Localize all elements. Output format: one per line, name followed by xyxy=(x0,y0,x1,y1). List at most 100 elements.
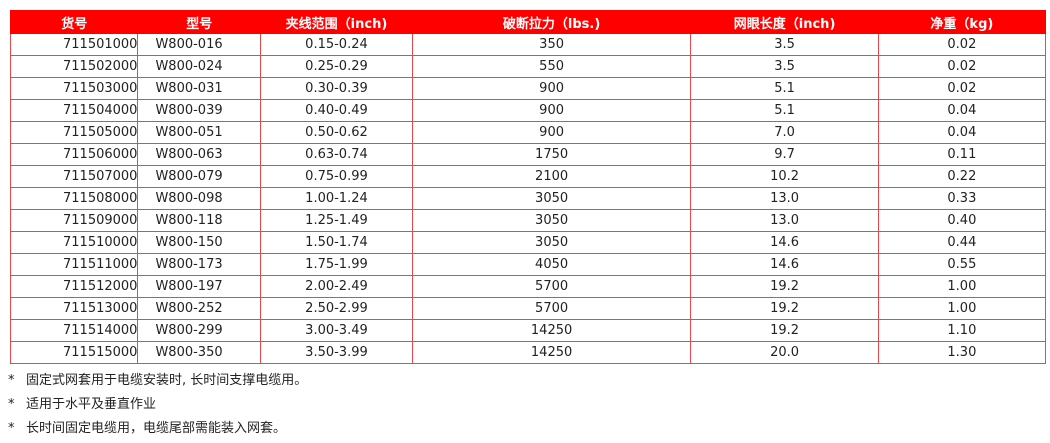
table-cell: W800-039 xyxy=(137,99,262,122)
table-cell: W800-079 xyxy=(137,165,262,188)
table-cell: 19.2 xyxy=(690,319,879,342)
table-cell: 0.55 xyxy=(877,253,1047,276)
table-cell: 3050 xyxy=(411,187,692,210)
table-cell: 3.00-3.49 xyxy=(260,319,413,342)
table-cell: 9.7 xyxy=(690,143,879,166)
table-cell: 0.04 xyxy=(877,121,1047,144)
table-cell: 0.44 xyxy=(877,231,1047,254)
header-cell: 网眼长度（inch) xyxy=(690,10,879,34)
table-row: 711514000 W800-299 3.00-3.49 14250 19.2 1.10 xyxy=(9,319,1047,342)
note-marker: * xyxy=(8,373,15,388)
table-cell: 0.40 xyxy=(877,209,1047,232)
table-cell: 2100 xyxy=(411,165,692,188)
table-row: 711506000 W800-063 0.63-0.74 1750 9.7 0.11 xyxy=(9,143,1047,166)
header-cell: 型号 xyxy=(137,10,262,34)
table-cell: 3050 xyxy=(411,231,692,254)
table-cell: W800-063 xyxy=(137,143,262,166)
table-cell: W800-031 xyxy=(137,77,262,100)
table-cell: 711511000 xyxy=(9,253,139,276)
table-row: 711508000 W800-098 1.00-1.24 3050 13.0 0.33 xyxy=(9,187,1047,210)
table-row: 711503000 W800-031 0.30-0.39 900 5.1 0.02 xyxy=(9,77,1047,100)
table-cell: 711512000 xyxy=(9,275,139,298)
table-cell: 1.00 xyxy=(877,275,1047,298)
table-cell: 0.25-0.29 xyxy=(260,55,413,78)
table-row: 711504000 W800-039 0.40-0.49 900 5.1 0.04 xyxy=(9,99,1047,122)
table-cell: W800-051 xyxy=(137,121,262,144)
table-cell: 550 xyxy=(411,55,692,78)
note-text: 适用于水平及垂直作业 xyxy=(26,397,157,412)
table-cell: 0.40-0.49 xyxy=(260,99,413,122)
table-cell: W800-024 xyxy=(137,55,262,78)
header-cell: 夹线范围（inch) xyxy=(260,10,413,34)
table-cell: 0.04 xyxy=(877,99,1047,122)
table-cell: W800-299 xyxy=(137,319,262,342)
table-cell: 711506000 xyxy=(9,143,139,166)
table-cell: 711503000 xyxy=(9,77,139,100)
table-cell: 1.25-1.49 xyxy=(260,209,413,232)
table-body: 711501000 W800-016 0.15-0.24 350 3.5 0.02 7115… xyxy=(9,33,1047,364)
table-cell: 0.11 xyxy=(877,143,1047,166)
table-cell: 0.63-0.74 xyxy=(260,143,413,166)
table-cell: 711515000 xyxy=(9,341,139,364)
spec-table: 货号 型号 夹线范围（inch) 破断拉力（lbs.) 网眼长度（inch) 净重（kg)… xyxy=(9,10,1047,364)
table-cell: 711514000 xyxy=(9,319,139,342)
table-row: 711511000 W800-173 1.75-1.99 4050 14.6 0.55 xyxy=(9,253,1047,276)
table-cell: W800-252 xyxy=(137,297,262,320)
note-text: 长时间固定电缆用，电缆尾部需能装入网套。 xyxy=(26,421,287,436)
table-cell: 711501000 xyxy=(9,33,139,56)
table-cell: 1.50-1.74 xyxy=(260,231,413,254)
table-cell: 0.30-0.39 xyxy=(260,77,413,100)
header-cell: 货号 xyxy=(9,10,139,34)
table-cell: 14250 xyxy=(411,319,692,342)
table-cell: W800-118 xyxy=(137,209,262,232)
table-row: 711512000 W800-197 2.00-2.49 5700 19.2 1.00 xyxy=(9,275,1047,298)
table-cell: 5.1 xyxy=(690,77,879,100)
note-marker: * xyxy=(8,421,15,436)
table-row: 711502000 W800-024 0.25-0.29 550 3.5 0.02 xyxy=(9,55,1047,78)
table-cell: 14250 xyxy=(411,341,692,364)
table-cell: 900 xyxy=(411,77,692,100)
table-row: 711509000 W800-118 1.25-1.49 3050 13.0 0.40 xyxy=(9,209,1047,232)
table-cell: W800-098 xyxy=(137,187,262,210)
table-cell: 711504000 xyxy=(9,99,139,122)
note: * 适用于水平及垂直作业 xyxy=(8,395,307,419)
table-cell: 14.6 xyxy=(690,231,879,254)
table-cell: 1.10 xyxy=(877,319,1047,342)
table-cell: 3050 xyxy=(411,209,692,232)
table-cell: 900 xyxy=(411,99,692,122)
header-cell: 净重（kg) xyxy=(877,10,1047,34)
table-cell: W800-016 xyxy=(137,33,262,56)
table-cell: 0.50-0.62 xyxy=(260,121,413,144)
table-cell: 1.30 xyxy=(877,341,1047,364)
table-cell: 711508000 xyxy=(9,187,139,210)
table-cell: 350 xyxy=(411,33,692,56)
table-cell: 19.2 xyxy=(690,275,879,298)
table-cell: 1750 xyxy=(411,143,692,166)
table-cell: 1.00-1.24 xyxy=(260,187,413,210)
table-cell: W800-150 xyxy=(137,231,262,254)
table-cell: 3.5 xyxy=(690,55,879,78)
table-cell: 711510000 xyxy=(9,231,139,254)
table-cell: 0.02 xyxy=(877,33,1047,56)
table-cell: 1.00 xyxy=(877,297,1047,320)
table-cell: 900 xyxy=(411,121,692,144)
table-cell: 711502000 xyxy=(9,55,139,78)
table-cell: W800-197 xyxy=(137,275,262,298)
table-cell: 7.0 xyxy=(690,121,879,144)
table-cell: 3.50-3.99 xyxy=(260,341,413,364)
table-row: 711507000 W800-079 0.75-0.99 2100 10.2 0.22 xyxy=(9,165,1047,188)
table-cell: 0.15-0.24 xyxy=(260,33,413,56)
table-cell: 5700 xyxy=(411,297,692,320)
table-cell: W800-173 xyxy=(137,253,262,276)
note: * 长时间固定电缆用，电缆尾部需能装入网套。 xyxy=(8,419,307,443)
table-row: 711510000 W800-150 1.50-1.74 3050 14.6 0.44 xyxy=(9,231,1047,254)
table-cell: 5.1 xyxy=(690,99,879,122)
table-cell: 10.2 xyxy=(690,165,879,188)
table-row: 711513000 W800-252 2.50-2.99 5700 19.2 1.00 xyxy=(9,297,1047,320)
table-cell: 711509000 xyxy=(9,209,139,232)
table-cell: 711505000 xyxy=(9,121,139,144)
table-cell: 13.0 xyxy=(690,187,879,210)
table-cell: 13.0 xyxy=(690,209,879,232)
table-row: 711515000 W800-350 3.50-3.99 14250 20.0 1.30 xyxy=(9,341,1047,364)
